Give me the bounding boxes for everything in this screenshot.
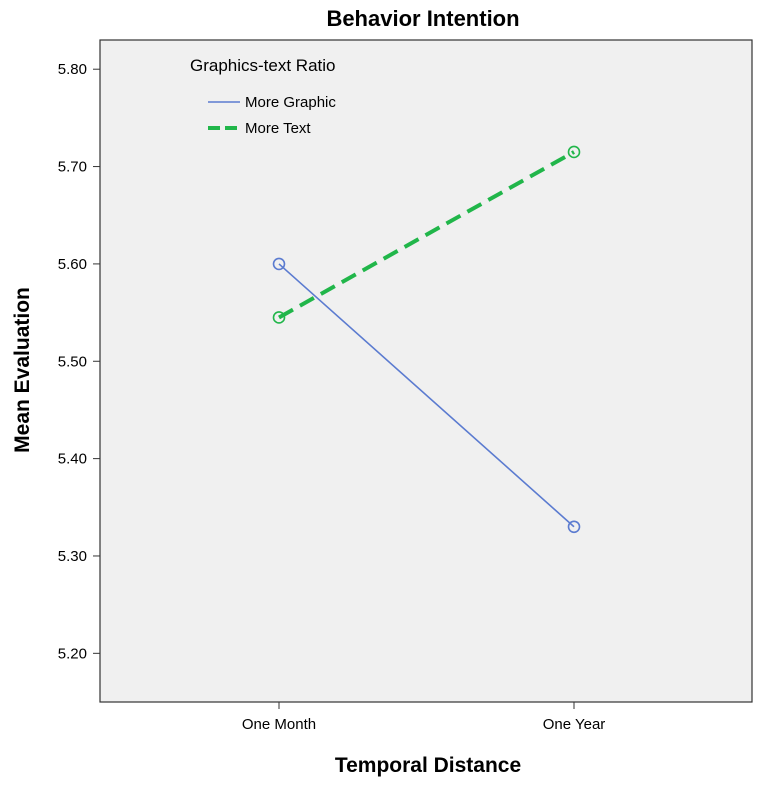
legend: Graphics-text Ratio More Graphic More Tex… <box>190 56 336 137</box>
data-point-more-graphic <box>272 257 286 271</box>
y-axis-title: Mean Evaluation <box>11 287 34 453</box>
y-tick-label: 5.20 <box>58 645 87 662</box>
y-tick-label: 5.50 <box>58 353 87 370</box>
data-point-more-text <box>272 311 286 324</box>
legend-title: Graphics-text Ratio <box>190 56 336 75</box>
x-axis: One Month One Year <box>242 702 605 733</box>
y-tick-label: 5.30 <box>58 548 87 565</box>
plot-area <box>99 39 753 703</box>
chart-title: Behavior Intention <box>326 6 519 31</box>
y-tick-label: 5.60 <box>58 256 87 273</box>
legend-label-more-text: More Text <box>245 120 311 137</box>
series-line-more-graphic <box>278 263 575 528</box>
series-layer <box>272 145 581 534</box>
y-tick-label: 5.70 <box>58 159 87 176</box>
series-line-more-text <box>278 150 575 320</box>
x-tick-label: One Month <box>242 716 316 733</box>
x-tick-label: One Year <box>543 716 606 733</box>
data-point-more-graphic <box>567 520 581 534</box>
x-axis-title: Temporal Distance <box>335 754 521 777</box>
y-tick-label: 5.80 <box>58 61 87 78</box>
data-point-more-text <box>567 145 581 159</box>
y-axis: 5.20 5.30 5.40 5.50 5.60 5.70 5.80 <box>58 61 100 662</box>
y-tick-label: 5.40 <box>58 451 87 468</box>
legend-label-more-graphic: More Graphic <box>245 94 336 111</box>
